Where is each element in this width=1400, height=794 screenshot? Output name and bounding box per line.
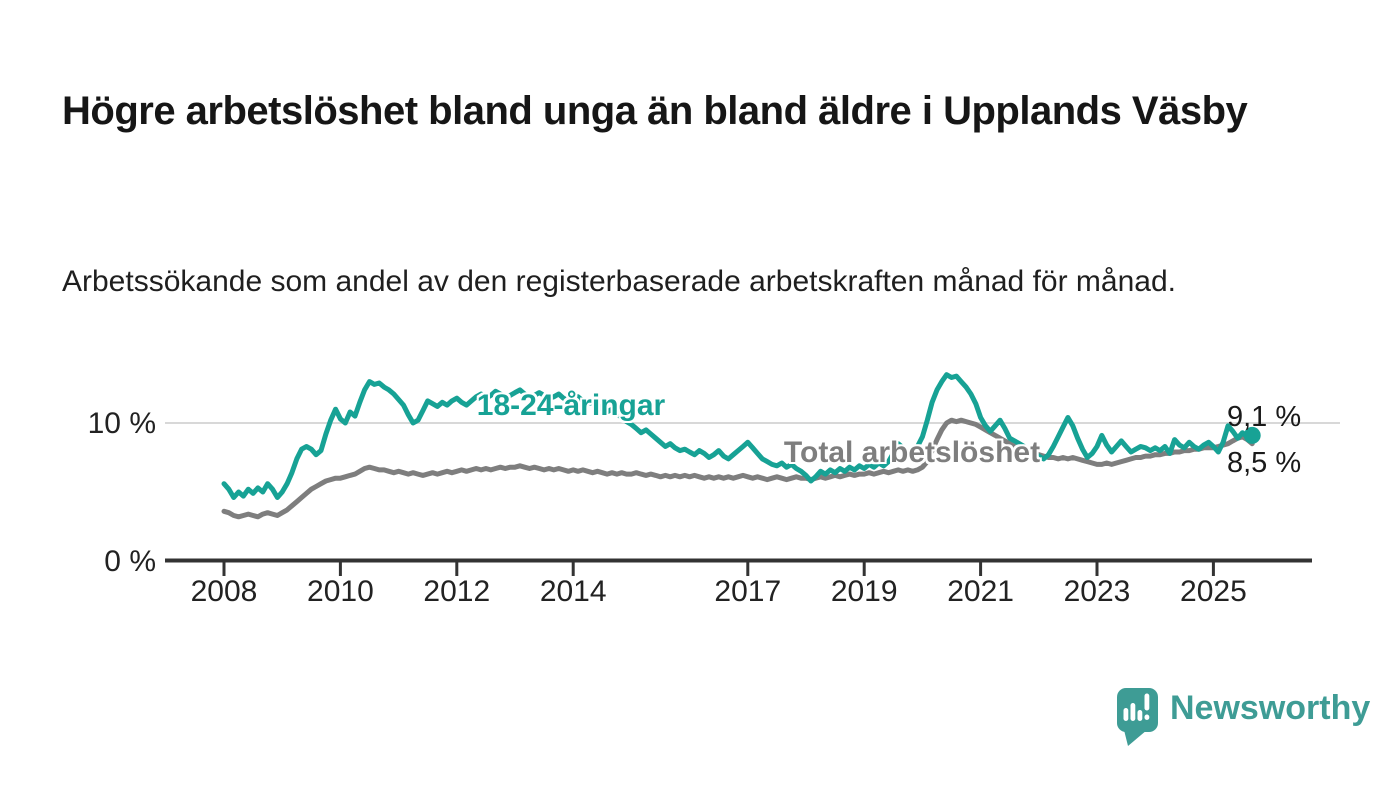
y-tick-label: 0 % — [104, 545, 156, 578]
series-line-18-24 — [221, 372, 1255, 500]
end-value-label-18-24: 9,1 % — [1227, 401, 1302, 433]
newsworthy-logo-icon — [1117, 688, 1158, 746]
series-end-dot — [1243, 426, 1261, 444]
x-tick-label: 2010 — [307, 575, 374, 608]
x-tick-label: 2025 — [1180, 575, 1247, 608]
x-tick-label: 2012 — [423, 575, 490, 608]
page-subtitle: Arbetssökande som andel av den registerb… — [62, 265, 1176, 298]
newsworthy-brand-link[interactable]: Newsworthy — [1116, 686, 1370, 750]
x-tick-label: 2023 — [1064, 575, 1131, 608]
page-title: Högre arbetslöshet bland unga än bland ä… — [62, 88, 1248, 133]
x-tick-label: 2021 — [947, 575, 1014, 608]
x-tick-label: 2019 — [831, 575, 898, 608]
series-line-total — [221, 417, 1255, 520]
x-tick-label: 2017 — [714, 575, 781, 608]
series-label-total: Total arbetslöshet — [783, 436, 1041, 469]
x-tick-label: 2008 — [191, 575, 258, 608]
y-tick-label: 10 % — [88, 407, 156, 440]
newsworthy-wordmark: Newsworthy — [1170, 689, 1371, 727]
end-value-label-total: 8,5 % — [1227, 447, 1302, 479]
x-tick-label: 2014 — [540, 575, 607, 608]
series-label-18-24: 18-24-åringar — [476, 389, 666, 422]
